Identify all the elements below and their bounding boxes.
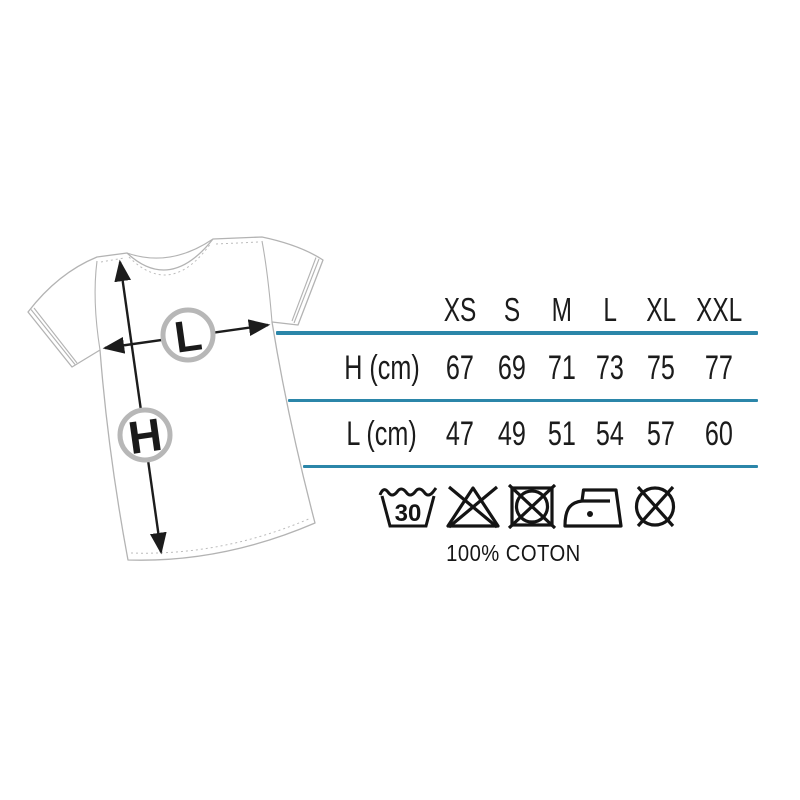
length-value-m: 51 — [547, 415, 576, 453]
size-column-m: M — [551, 291, 573, 328]
length-label-circle — [160, 307, 216, 363]
height-row: H (cm) 67 69 71 73 75 77 — [330, 336, 750, 399]
size-column-s: S — [503, 291, 521, 328]
table-divider-middle — [288, 398, 758, 403]
length-row-label: L (cm) — [346, 415, 418, 453]
size-column-xxl: XXL — [696, 291, 743, 328]
size-table-header-row: XS S M L XL XXL — [330, 290, 750, 330]
height-row-label: H (cm) — [344, 348, 420, 387]
do-not-tumble-dry-icon — [507, 483, 557, 529]
care-symbols-row: 30 — [377, 483, 681, 529]
height-value-xl: 75 — [646, 348, 675, 387]
table-divider-bottom — [303, 464, 758, 469]
do-not-bleach-icon — [446, 485, 500, 528]
fabric-composition-text: 100% COTON — [445, 540, 581, 566]
tshirt-body-outline — [27, 236, 324, 561]
length-value-l: 54 — [595, 415, 624, 453]
do-not-dry-clean-icon — [634, 485, 676, 527]
tshirt-seam-lines — [30, 238, 320, 365]
height-arrow — [114, 259, 167, 555]
table-divider-top — [276, 331, 758, 335]
size-column-xs: XS — [443, 291, 477, 328]
height-value-s: 69 — [497, 348, 526, 387]
tshirt-diagram: L H — [20, 215, 340, 585]
wash-temperature-label: 30 — [395, 500, 422, 527]
size-column-xl: XL — [646, 291, 676, 328]
height-value-l: 73 — [595, 348, 624, 387]
size-table-corner-cell — [330, 326, 434, 330]
length-value-xs: 47 — [445, 415, 474, 453]
length-row: L (cm) 47 49 51 54 57 60 — [330, 403, 750, 465]
height-value-xs: 67 — [445, 348, 474, 387]
iron-low-heat-icon — [563, 487, 623, 528]
length-value-s: 49 — [497, 415, 526, 453]
wash-30-icon: 30 — [378, 486, 438, 527]
height-value-m: 71 — [547, 348, 576, 387]
tshirt-outline-drawing: L H — [27, 236, 324, 561]
height-label: H — [125, 408, 165, 464]
height-label-circle — [117, 407, 173, 463]
height-value-xxl: 77 — [704, 348, 733, 387]
size-column-l: L — [603, 291, 617, 328]
length-value-xxl: 60 — [704, 415, 733, 453]
length-value-xl: 57 — [646, 415, 675, 453]
